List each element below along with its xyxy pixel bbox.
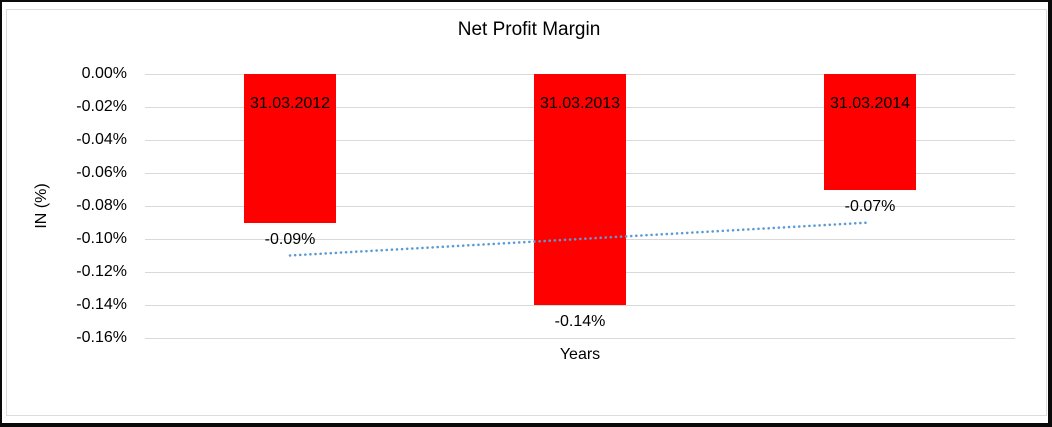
bar-category-label: 31.03.2013 [539,95,621,112]
y-axis-tick-label: -0.02% [76,98,127,115]
gridline [145,338,1015,339]
y-axis-tick-label: -0.08% [76,197,127,214]
y-axis-tick-label: -0.04% [76,131,127,148]
bar-value-label: -0.09% [264,230,316,248]
gridline [145,305,1015,306]
y-axis-tick-label: -0.12% [76,263,127,280]
bar-category-label: 31.03.2014 [829,95,911,112]
bar-value-label: -0.14% [554,313,606,330]
y-axis-tick-label: -0.06% [76,164,127,181]
bar [534,74,626,305]
y-axis-tick-label: 0.00% [81,65,127,82]
bar [244,74,336,223]
x-axis-title: Years [559,346,601,363]
y-axis-tick-label: -0.10% [76,230,127,247]
bar [824,74,916,190]
bar-value-label: -0.07% [844,197,896,215]
chart-title: Net Profit Margin [457,19,601,40]
y-axis-tick-label: -0.14% [76,296,127,313]
bar-category-label: 31.03.2012 [249,95,331,112]
y-axis-tick-label: -0.16% [76,329,127,346]
